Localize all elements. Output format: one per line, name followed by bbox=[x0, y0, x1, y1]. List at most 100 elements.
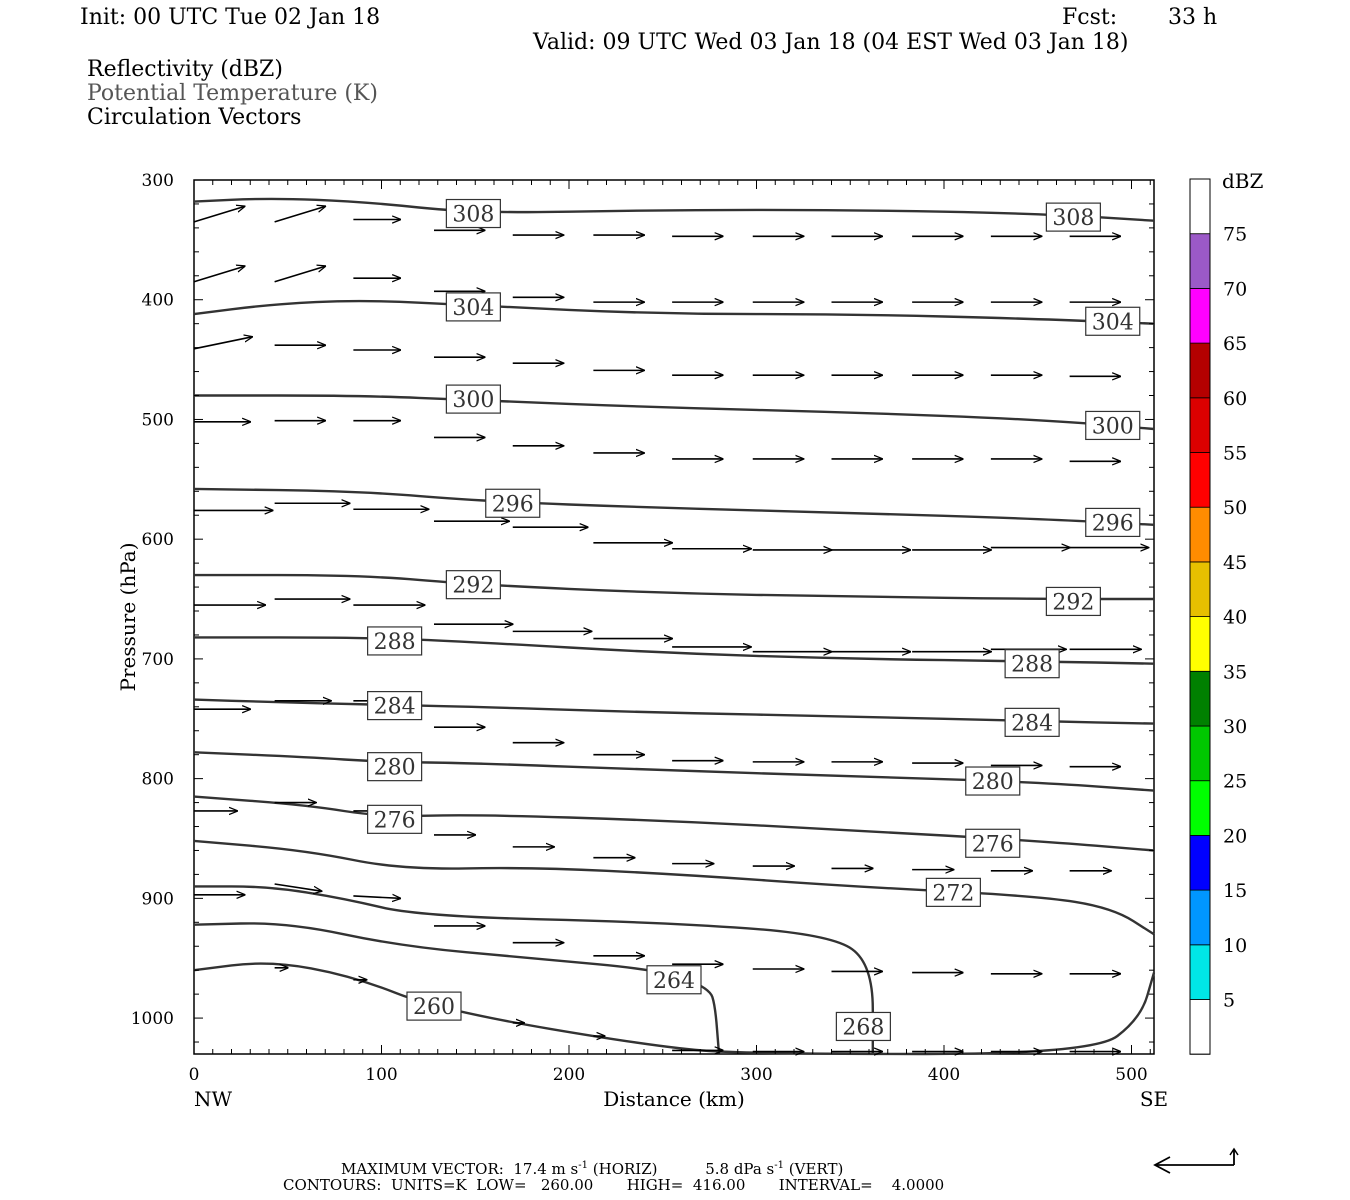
x-tick-label: 400 bbox=[928, 1065, 960, 1085]
max-vector-vert: 5.8 dPa s bbox=[705, 1160, 775, 1178]
contour-label-box bbox=[445, 570, 501, 600]
contour-label-276: 276 bbox=[972, 832, 1014, 857]
colorbar-tick-label: 30 bbox=[1223, 716, 1247, 738]
contour-label-284: 284 bbox=[1011, 711, 1053, 736]
colorbar-bin bbox=[1189, 944, 1211, 1000]
y-tick-label: 900 bbox=[142, 889, 174, 909]
theta-contours bbox=[193, 197, 1156, 1056]
colorbar: 5 10 15 20 25 30 35 40 45 50 55 60 65 70 75 dBZ bbox=[1189, 169, 1264, 1055]
horiz-tag: (HORIZ) bbox=[592, 1160, 658, 1178]
contour-label-296: 296 bbox=[492, 492, 534, 517]
contour-label-box bbox=[445, 198, 501, 229]
colorbar-bin bbox=[1189, 835, 1211, 891]
colorbar-bin bbox=[1189, 287, 1211, 344]
circulation-vector bbox=[353, 896, 400, 898]
theta-contour-276 bbox=[193, 795, 1155, 852]
colorbar-tick-label: 10 bbox=[1223, 935, 1247, 957]
theta-contour-260 bbox=[193, 962, 1156, 1056]
colorbar-tick-label: 65 bbox=[1223, 333, 1247, 355]
plot-border bbox=[193, 179, 1155, 1055]
theta-contour-304 bbox=[193, 299, 1155, 325]
contour-label-296: 296 bbox=[1092, 511, 1134, 536]
contour-label-264: 264 bbox=[653, 969, 695, 994]
colorbar-tick-label: 55 bbox=[1223, 443, 1247, 465]
contour-label-304: 304 bbox=[1092, 310, 1134, 335]
init-time: Init: 00 UTC Tue 02 Jan 18 bbox=[80, 5, 381, 30]
x-end-label-se: SE bbox=[1140, 1087, 1168, 1111]
colorbar-tick-label: 70 bbox=[1223, 278, 1247, 300]
theta-contour-268 bbox=[194, 885, 874, 1054]
contour-label-276: 276 bbox=[374, 808, 416, 833]
max-vector-label: MAXIMUM VECTOR: bbox=[341, 1160, 504, 1178]
x-tick-label: 100 bbox=[365, 1065, 397, 1085]
max-vector-horiz: 17.4 m s bbox=[513, 1160, 579, 1178]
field-circulation-vectors: Circulation Vectors bbox=[87, 105, 302, 130]
x-end-label-nw: NW bbox=[194, 1087, 233, 1111]
contour-label-box bbox=[367, 752, 423, 782]
contour-label-box bbox=[965, 828, 1021, 858]
colorbar-bin bbox=[1189, 670, 1211, 727]
contour-label-284: 284 bbox=[374, 695, 416, 720]
colorbar-bin bbox=[1189, 397, 1211, 453]
theta-contour-300 bbox=[193, 394, 1155, 431]
contour-label-288: 288 bbox=[374, 630, 416, 655]
y-tick-label: 1000 bbox=[131, 1009, 174, 1029]
colorbar-tick-label: 75 bbox=[1223, 224, 1247, 246]
theta-contour-272 bbox=[193, 839, 1155, 936]
circulation-vector bbox=[193, 337, 252, 350]
circulation-vector bbox=[274, 266, 326, 283]
contour-label-268: 268 bbox=[842, 1015, 884, 1040]
colorbar-bin bbox=[1189, 342, 1211, 399]
colorbar-bin bbox=[1189, 178, 1211, 235]
field-reflectivity: Reflectivity (dBZ) bbox=[87, 57, 283, 82]
contour-label-box bbox=[965, 766, 1021, 796]
x-tick-label: 500 bbox=[1115, 1065, 1147, 1085]
colorbar-tick-label: 15 bbox=[1223, 880, 1247, 902]
contour-label-box bbox=[367, 690, 423, 721]
theta-contour-264 bbox=[193, 922, 721, 1055]
circulation-vector bbox=[274, 206, 326, 223]
contour-label-280: 280 bbox=[972, 770, 1014, 795]
contour-label-box bbox=[646, 965, 702, 995]
contour-label-292: 292 bbox=[452, 574, 494, 599]
contour-label-box bbox=[1085, 410, 1141, 441]
colorbar-bin bbox=[1189, 780, 1211, 836]
contour-label-box bbox=[445, 384, 501, 414]
theta-contour-296 bbox=[193, 487, 1155, 526]
colorbar-tick-label: 60 bbox=[1223, 388, 1247, 410]
colorbar-bin bbox=[1189, 999, 1211, 1055]
axes: 0 100 200 300 400 500 300 400 500 600 700 800 900 100… bbox=[116, 171, 1168, 1111]
y-tick-label: 400 bbox=[142, 291, 174, 311]
colorbar-bin bbox=[1189, 889, 1211, 946]
contour-label-box bbox=[1004, 707, 1060, 737]
contour-label-box bbox=[1045, 586, 1101, 617]
colorbar-bin bbox=[1189, 506, 1211, 563]
colorbar-bin bbox=[1189, 561, 1211, 618]
x-tick-label: 200 bbox=[553, 1065, 585, 1085]
circulation-vectors bbox=[193, 206, 1148, 1051]
reference-vector bbox=[1153, 1147, 1239, 1174]
contours-info: CONTOURS: UNITS=K LOW= 260.00 HIGH= 416.… bbox=[283, 1176, 945, 1194]
circulation-vector bbox=[193, 206, 245, 223]
colorbar-tick-label: 20 bbox=[1223, 825, 1247, 847]
horiz-exponent: -1 bbox=[578, 1160, 588, 1171]
contour-label-box bbox=[406, 991, 462, 1021]
colorbar-tick-label: 5 bbox=[1223, 990, 1235, 1012]
x-tick-label: 300 bbox=[740, 1065, 772, 1085]
contour-label-288: 288 bbox=[1011, 653, 1053, 678]
contour-label-300: 300 bbox=[1092, 414, 1134, 439]
contour-label-280: 280 bbox=[374, 756, 416, 781]
colorbar-bin bbox=[1189, 725, 1211, 782]
colorbar-tick-label: 45 bbox=[1223, 552, 1247, 574]
vert-exponent: -1 bbox=[774, 1160, 785, 1171]
colorbar-bin bbox=[1189, 452, 1211, 508]
contour-label-304: 304 bbox=[452, 296, 494, 321]
contour-label-box bbox=[1085, 306, 1141, 336]
field-potential-temperature: Potential Temperature (K) bbox=[87, 81, 378, 106]
max-vector-line: MAXIMUM VECTOR: 17.4 m s-1 (HORIZ) 5.8 d… bbox=[341, 1158, 843, 1177]
y-tick-label: 800 bbox=[142, 770, 174, 790]
theta-contour-284 bbox=[193, 698, 1155, 725]
circulation-vector bbox=[193, 266, 245, 283]
valid-time: Valid: 09 UTC Wed 03 Jan 18 (04 EST Wed … bbox=[533, 30, 1129, 55]
